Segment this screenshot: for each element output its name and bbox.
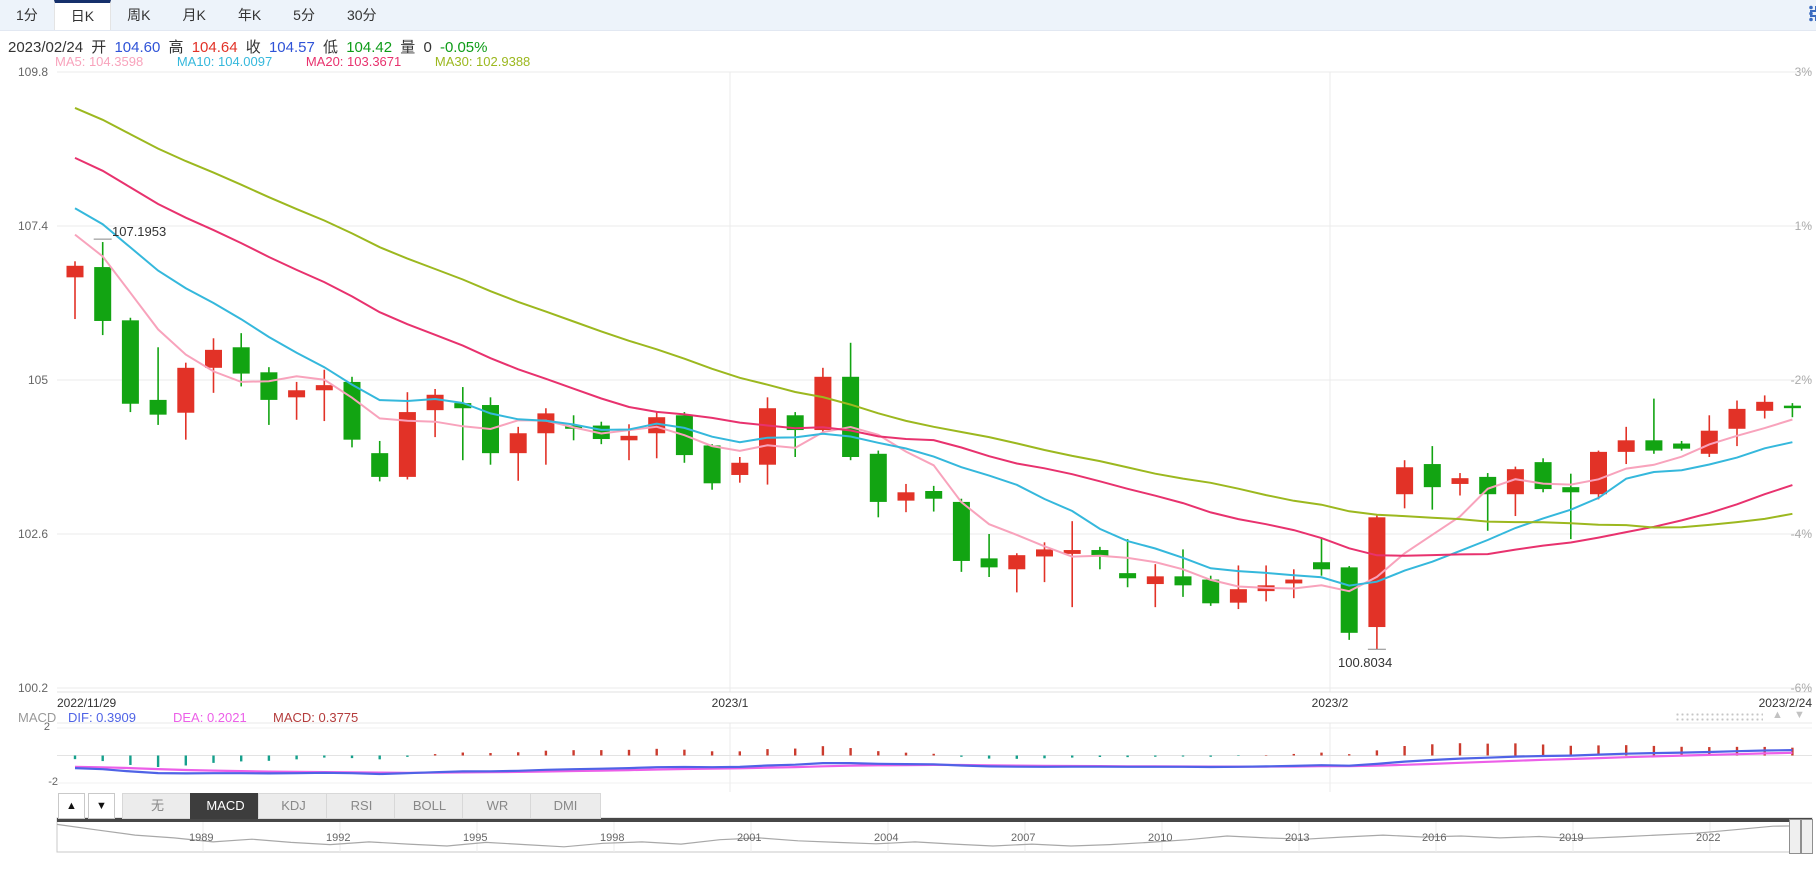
navigator-year-label: 2019	[1559, 832, 1584, 844]
indicator-tab-macd[interactable]: MACD	[190, 793, 261, 819]
ma10-line	[74, 207, 1793, 587]
navigator-year-label: 1989	[189, 832, 214, 844]
tab-5min[interactable]: 5分	[293, 7, 315, 23]
tab-30min[interactable]: 30分	[346, 7, 377, 23]
open-label: 开	[91, 39, 107, 56]
x-axis-date: 2023/2/24	[1758, 696, 1812, 710]
navigator-year-label: 2001	[737, 832, 762, 844]
x-axis-date: 2023/1	[711, 696, 749, 710]
tab-yearly-k[interactable]: 年K	[237, 7, 262, 23]
indicator-tab-none[interactable]: 无	[122, 793, 193, 819]
navigator-year-label: 2016	[1422, 832, 1447, 844]
y-axis-label: 102.6	[17, 527, 48, 541]
ma20-legend: MA20: 103.3671	[305, 54, 402, 69]
pct-axis-label: -4%	[1790, 527, 1812, 541]
macd-dif-value: DIF: 0.3909	[68, 710, 136, 725]
candlestick-series	[66, 242, 1801, 650]
low-annotation: 100.8034	[1338, 655, 1393, 670]
indicator-up-button[interactable]: ▲	[58, 793, 85, 819]
y-axis-label: 109.8	[17, 65, 48, 79]
low-value: 104.42	[346, 39, 393, 56]
ma-legend: MA5: 104.3598 MA10: 104.0097 MA20: 103.3…	[55, 54, 560, 69]
low-label: 低	[323, 39, 339, 56]
tab-weekly-k[interactable]: 周K	[127, 7, 151, 23]
x-axis-date: 2023/2	[1311, 696, 1349, 710]
high-value: 104.64	[191, 39, 238, 56]
indicator-tab-kdj[interactable]: KDJ	[258, 793, 329, 819]
macd-axis-label: 2	[43, 721, 50, 733]
tab-daily-k[interactable]: 日K	[53, 0, 112, 30]
navigator-year-label: 1998	[600, 832, 625, 844]
ma30-legend: MA30: 102.9388	[434, 54, 531, 69]
period-toolbar: 1分 日K 周K 月K 年K 5分 30分	[0, 0, 1816, 31]
quote-date: 2023/02/24	[8, 39, 84, 56]
tab-1min[interactable]: 1分	[16, 7, 38, 23]
more-menu-icon[interactable]	[1808, 4, 1814, 23]
y-axis-label: 107.4	[17, 219, 48, 233]
navigator-sparkline	[56, 823, 1813, 848]
volume-label: 量	[400, 39, 416, 56]
quote-row: 2023/02/24 开 104.60 高 104.64 收 104.57 低 …	[8, 36, 491, 57]
macd-dea-value: DEA: 0.2021	[173, 710, 247, 725]
navigator-year-label: 2010	[1148, 832, 1173, 844]
y-axis-label: 105	[27, 373, 48, 387]
ma5-line	[74, 233, 1793, 593]
navigator-year-label: 1992	[326, 832, 351, 844]
macd-axis-label: -2	[48, 776, 58, 788]
navigator-year-label: 1995	[463, 832, 488, 844]
y-axis-label: 100.2	[17, 681, 48, 695]
macd-value: MACD: 0.3775	[273, 710, 359, 725]
change-percent: -0.05%	[439, 39, 488, 56]
navigator-year-label: 2013	[1285, 832, 1310, 844]
ma30-line	[74, 106, 1793, 529]
close-value: 104.57	[268, 39, 315, 56]
collapse-icon[interactable]	[1808, 4, 1816, 23]
ma10-legend: MA10: 104.0097	[176, 54, 273, 69]
pct-axis-label: 3%	[1794, 65, 1812, 79]
navigator-slider-handle[interactable]	[1801, 819, 1813, 854]
tab-monthly-k[interactable]: 月K	[182, 7, 206, 23]
navigator-year-label: 2004	[874, 832, 899, 844]
pct-axis-label: -2%	[1790, 373, 1812, 387]
volume-value: 0	[423, 39, 432, 56]
drag-dots-handle[interactable]	[1675, 712, 1763, 723]
grid-lines	[57, 71, 1812, 792]
navigator-year-label: 2022	[1696, 832, 1721, 844]
navigator-slider-handle[interactable]	[1789, 819, 1801, 854]
open-value: 104.60	[114, 39, 161, 56]
timeline-navigator	[56, 817, 1813, 853]
pager-down-icon[interactable]: ▼	[1794, 709, 1805, 721]
pct-axis-label: 1%	[1794, 219, 1812, 233]
high-annotation: 107.1953	[112, 224, 167, 239]
close-label: 收	[245, 39, 261, 56]
indicator-tab-wr[interactable]: WR	[462, 793, 533, 819]
ma5-legend: MA5: 104.3598	[55, 54, 144, 69]
macd-pane-label: MACD	[18, 710, 57, 725]
pct-axis-label: -6%	[1790, 681, 1812, 695]
x-axis-date: 2022/11/29	[57, 696, 117, 710]
ma20-line	[74, 156, 1793, 557]
indicator-tab-dmi[interactable]: DMI	[530, 793, 601, 819]
navigator-year-label: 2007	[1011, 832, 1036, 844]
indicator-tab-rsi[interactable]: RSI	[326, 793, 397, 819]
indicator-tab-boll[interactable]: BOLL	[394, 793, 465, 819]
annotation-marks	[93, 238, 1386, 650]
indicator-down-button[interactable]: ▼	[88, 793, 115, 819]
dif-line	[74, 749, 1793, 776]
high-label: 高	[168, 39, 184, 56]
pager-up-icon[interactable]: ▲	[1772, 709, 1783, 721]
